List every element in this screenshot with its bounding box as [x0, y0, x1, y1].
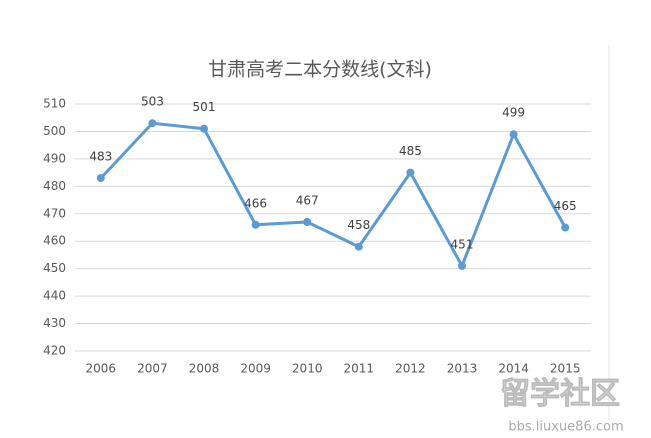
point — [354, 242, 363, 251]
x-tick-label: 2007 — [137, 362, 168, 376]
point — [96, 174, 105, 183]
line — [99, 121, 567, 268]
x-tick-label: 2010 — [292, 362, 323, 376]
x-tick-label: 2008 — [189, 362, 220, 376]
watermark-text: 留学社区 — [500, 377, 620, 412]
x-tick-label: 2014 — [498, 362, 529, 376]
y-tick-label: 430 — [43, 316, 66, 330]
x-tick-label: 2012 — [395, 362, 426, 376]
data-label: 483 — [89, 150, 112, 164]
data-label: 499 — [502, 106, 525, 120]
data-label: 465 — [554, 199, 577, 213]
data-label: 451 — [451, 237, 474, 251]
y-tick-label: 480 — [43, 179, 66, 193]
point — [303, 218, 312, 227]
point — [509, 130, 518, 139]
data-label: 467 — [296, 194, 319, 208]
watermark-url: bbs.liuxue86.com — [508, 420, 623, 435]
y-tick-label: 440 — [43, 289, 66, 303]
point — [251, 220, 260, 229]
y-tick-label: 500 — [43, 124, 66, 138]
point — [200, 124, 208, 133]
point — [148, 119, 157, 128]
x-tick-label: 2011 — [344, 362, 375, 376]
x-tick-label: 2006 — [86, 362, 117, 376]
y-tick-label: 450 — [43, 261, 66, 275]
y-tick-label: 420 — [43, 344, 66, 358]
x-tick-label: 2013 — [447, 362, 478, 376]
data-label: 503 — [141, 95, 164, 109]
x-tick-label: 2009 — [240, 362, 271, 376]
data-label: 458 — [347, 218, 370, 232]
point — [406, 168, 415, 177]
point — [458, 261, 466, 270]
y-tick-label: 490 — [43, 151, 66, 165]
y-tick-label: 470 — [43, 206, 66, 220]
data-label: 501 — [193, 100, 216, 114]
chart-title: 甘肃高考二本分数线(文科) — [208, 59, 432, 81]
data-label: 485 — [399, 144, 422, 158]
point — [561, 223, 570, 232]
data-label: 466 — [244, 196, 267, 210]
y-tick-label: 460 — [43, 234, 66, 248]
x-tick-label: 2015 — [550, 362, 581, 376]
y-tick-label: 510 — [43, 97, 66, 111]
